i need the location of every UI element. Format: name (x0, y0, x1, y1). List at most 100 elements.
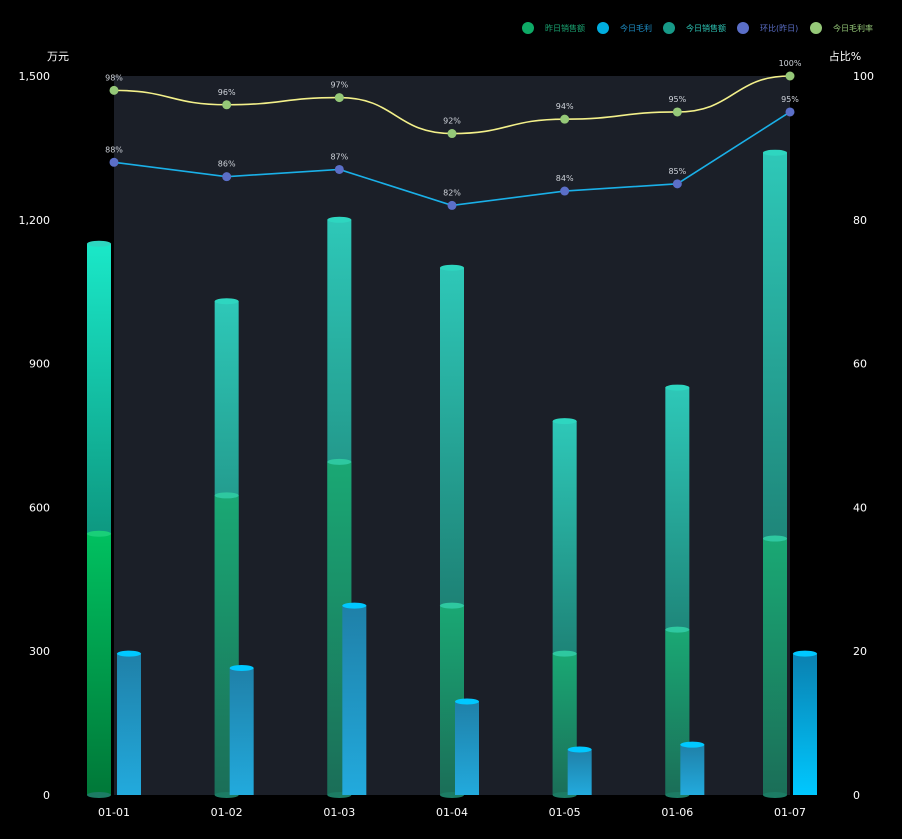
left-tick-label: 0 (43, 789, 50, 802)
margin-data-label: 100% (779, 59, 802, 68)
margin-data-label: 94% (556, 102, 574, 111)
mom-point (672, 179, 682, 189)
x-tick-label: 01-07 (774, 806, 806, 819)
bar-today-profit (567, 749, 592, 795)
bar-today-profit-cap (117, 650, 141, 657)
mom-point (334, 164, 344, 174)
bar-today-sales-cap (214, 298, 239, 305)
bar-base (763, 792, 787, 798)
mom-data-label: 86% (218, 160, 236, 169)
right-axis: 0 20 40 60 80 100 (853, 70, 874, 802)
bar-yesterday-sales (87, 533, 111, 795)
left-tick-label: 300 (29, 645, 50, 658)
legend-dot-today-profit (597, 22, 609, 34)
legend-dot-mom (737, 22, 749, 34)
mom-data-label: 85% (668, 167, 686, 176)
bar-today-profit (117, 653, 141, 795)
bar-today-profit (455, 701, 479, 795)
legend-dot-margin (810, 22, 822, 34)
bar-yesterday-sales-cap (763, 535, 787, 542)
legend-label-mom: 环比(昨日) (760, 23, 798, 33)
margin-point (222, 100, 232, 110)
mom-data-label: 84% (556, 174, 574, 183)
bar-today-profit-cap (229, 664, 254, 671)
mom-data-label: 82% (443, 188, 461, 197)
bar-yesterday-sales-cap (214, 492, 239, 499)
right-tick-label: 0 (853, 789, 860, 802)
legend-label-today-profit: 今日毛利 (620, 23, 652, 33)
x-tick-label: 01-03 (323, 806, 355, 819)
right-tick-label: 100 (853, 70, 874, 83)
left-axis-unit: 万元 (47, 50, 69, 63)
legend-label-yesterday-sales: 昨日销售额 (545, 23, 585, 33)
bar-today-profit (342, 605, 367, 795)
right-tick-label: 40 (853, 501, 867, 514)
legend-dot-today-sales (663, 22, 675, 34)
mom-data-label: 87% (330, 152, 348, 161)
x-tick-label: 01-05 (549, 806, 581, 819)
mom-point (109, 157, 119, 167)
right-tick-label: 60 (853, 358, 867, 371)
margin-point (785, 71, 795, 81)
legend: 昨日销售额 今日毛利 今日销售额 环比(昨日) 今日毛利率 (522, 22, 873, 34)
bar-yesterday-sales (763, 538, 787, 795)
legend-item-yesterday-sales[interactable]: 昨日销售额 (522, 22, 585, 34)
x-axis: 01-01 01-02 01-03 01-04 01-05 01-06 01-07 (98, 806, 806, 819)
x-tick-label: 01-01 (98, 806, 130, 819)
x-tick-label: 01-04 (436, 806, 468, 819)
mom-point (785, 107, 795, 117)
bar-today-profit (793, 653, 817, 795)
bars-group (87, 149, 817, 798)
mom-data-label: 88% (105, 145, 123, 154)
legend-item-mom[interactable]: 环比(昨日) (737, 22, 798, 34)
legend-item-today-profit[interactable]: 今日毛利 (597, 22, 652, 34)
lines-group: 88% 86% 87% 82% 84% 85% 95% 98% 96% 97% 92% 94% 95% 1… (105, 59, 802, 210)
bar-today-profit (229, 667, 254, 795)
bar-today-profit-cap (680, 741, 705, 748)
margin-data-label: 96% (218, 88, 236, 97)
margin-point (334, 93, 344, 103)
bar-yesterday-sales-cap (87, 530, 111, 537)
bar-yesterday-sales-cap (440, 602, 464, 609)
margin-point (447, 129, 457, 139)
margin-data-label: 95% (668, 95, 686, 104)
bar-today-sales-cap (665, 384, 690, 391)
left-tick-label: 1,200 (19, 214, 51, 227)
legend-item-today-sales[interactable]: 今日销售额 (663, 22, 726, 34)
mom-point (447, 200, 457, 210)
left-tick-label: 1,500 (19, 70, 51, 83)
bar-today-sales-cap (552, 418, 577, 425)
x-tick-label: 01-06 (661, 806, 693, 819)
legend-dot-yesterday-sales (522, 22, 534, 34)
mom-point (222, 172, 232, 182)
right-tick-label: 20 (853, 645, 867, 658)
left-tick-label: 600 (29, 501, 50, 514)
bar-today-sales-cap (327, 216, 352, 223)
bar-today-profit (680, 744, 705, 795)
margin-data-label: 92% (443, 117, 461, 126)
legend-item-margin[interactable]: 今日毛利率 (810, 22, 873, 34)
left-axis: 0 300 600 900 1,200 1,500 (19, 70, 51, 802)
bar-yesterday-sales-cap (665, 626, 690, 633)
right-axis-unit: 占比% (829, 49, 861, 63)
bar-today-sales-cap (87, 240, 111, 247)
bar-today-sales-cap (763, 149, 787, 156)
mom-data-label: 95% (781, 95, 799, 104)
margin-point (672, 107, 682, 117)
margin-point (560, 114, 570, 124)
bar-today-profit-cap (342, 602, 367, 609)
bar-yesterday-sales-cap (552, 650, 577, 657)
legend-label-today-sales: 今日销售额 (686, 23, 726, 33)
bar-today-profit-cap (455, 698, 479, 705)
bar-base (87, 792, 111, 798)
bar-today-profit-cap (793, 650, 817, 657)
right-tick-label: 80 (853, 214, 867, 227)
legend-label-margin: 今日毛利率 (833, 23, 873, 33)
left-tick-label: 900 (29, 358, 50, 371)
x-tick-label: 01-02 (211, 806, 243, 819)
mom-point (560, 186, 570, 196)
margin-data-label: 98% (105, 73, 123, 82)
margin-data-label: 97% (330, 81, 348, 90)
bar-today-sales-cap (440, 264, 464, 271)
